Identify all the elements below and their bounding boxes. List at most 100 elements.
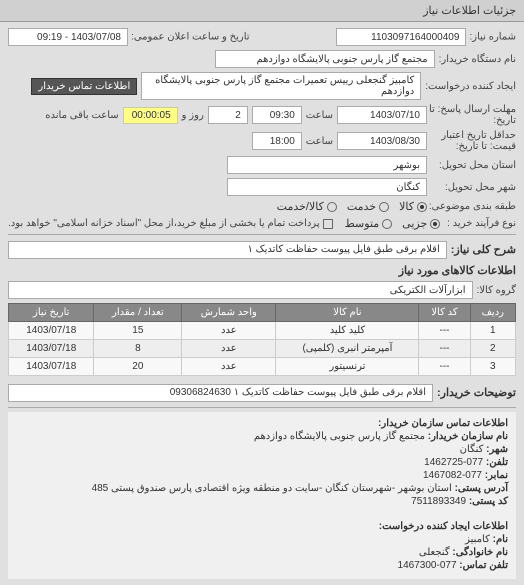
org-phone-label: تلفن:: [486, 457, 508, 468]
remain-days-label: روز و: [182, 110, 204, 121]
org-contact-block: اطلاعات تماس سازمان خریدار: نام سازمان خ…: [8, 412, 516, 515]
radio-icon: [430, 219, 440, 229]
main-section: شماره نیاز: 1103097164000409 تاریخ و ساع…: [0, 22, 524, 585]
radio-medium[interactable]: متوسط: [345, 217, 393, 230]
table-cell: 2: [470, 340, 515, 358]
table-cell: عدد: [182, 322, 276, 340]
valid-label-b: قیمت: تا تاریخ:: [431, 141, 516, 152]
goods-table: ردیف کد کالا نام کالا واحد شمارش تعداد /…: [8, 303, 516, 376]
process-label: نوع فرآیند خرید :: [444, 218, 516, 229]
table-cell: 8: [94, 340, 182, 358]
divider: [8, 234, 516, 235]
creator-label: ایجاد کننده درخواست:: [425, 81, 516, 92]
radio-goods[interactable]: کالا: [399, 200, 427, 213]
class-type-label: طبقه بندی موضوعی:: [431, 201, 516, 212]
row-buyer: نام دستگاه خریدار: مجتمع گاز پارس جنوبی …: [8, 50, 516, 68]
remain-time: 00:00:05: [123, 107, 178, 124]
creator-name-label: نام:: [493, 534, 508, 545]
buyer-note-label: توضیحات خریدار:: [437, 386, 516, 399]
row-buyer-note: توضیحات خریدار: اقلام برقی طبق فایل پیوس…: [8, 382, 516, 403]
table-cell: 1: [470, 322, 515, 340]
th-unit: واحد شمارش: [182, 304, 276, 322]
th-qty: تعداد / مقدار: [94, 304, 182, 322]
need-title-label: شرح کلی نیاز:: [451, 243, 516, 256]
table-cell: 15: [94, 322, 182, 340]
radio-icon: [327, 202, 337, 212]
th-row: ردیف: [470, 304, 515, 322]
creator-lastname-label: نام خانوادگی:: [452, 547, 508, 558]
contact-buyer-button[interactable]: اطلاعات تماس خریدار: [31, 78, 137, 95]
table-cell: عدد: [182, 340, 276, 358]
valid-time: 18:00: [252, 132, 302, 150]
org-fax: 077-1467082: [423, 470, 482, 481]
province-label: استان محل تحویل:: [431, 160, 516, 171]
radio-service-label: خدمت: [347, 200, 376, 213]
org-section-title: اطلاعات تماس سازمان خریدار:: [16, 418, 508, 429]
table-row: 3---ترنسیتورعدد201403/07/18: [9, 358, 516, 376]
divider: [8, 407, 516, 408]
org-postcode: 7511893349: [411, 496, 466, 507]
row-reqno: شماره نیاز: 1103097164000409 تاریخ و ساع…: [8, 28, 516, 46]
row-need-title: شرح کلی نیاز: اقلام برقی طبق فایل پیوست …: [8, 239, 516, 260]
table-cell: ---: [419, 358, 470, 376]
process-radio-group: جزیی متوسط: [345, 217, 441, 230]
tab-header: جزئیات اطلاعات نیاز: [0, 0, 524, 22]
reqno-label: شماره نیاز:: [469, 32, 516, 43]
table-cell: 3: [470, 358, 515, 376]
table-cell: ---: [419, 340, 470, 358]
th-date: تاریخ نیاز: [9, 304, 94, 322]
city-label: شهر محل تحویل:: [431, 182, 516, 193]
radio-icon: [382, 219, 392, 229]
table-header-row: ردیف کد کالا نام کالا واحد شمارش تعداد /…: [9, 304, 516, 322]
org-city-label: شهر:: [486, 444, 508, 455]
radio-icon: [379, 202, 389, 212]
org-name: مجتمع گاز پارس جنوبی پالایشگاه دوازدهم: [254, 431, 425, 442]
creator-contact-block: اطلاعات ایجاد کننده درخواست: نام: کامبیز…: [8, 515, 516, 579]
checkbox-icon: [323, 219, 333, 229]
deadline-time: 09:30: [252, 106, 302, 124]
valid-time-label: ساعت: [306, 136, 333, 147]
creator-name: کامبیز: [465, 534, 490, 545]
creator-lastname: گنجعلی: [419, 547, 450, 558]
table-cell: عدد: [182, 358, 276, 376]
th-name: نام کالا: [276, 304, 419, 322]
org-fax-label: نمابر:: [485, 470, 508, 481]
pubdate-value: 1403/07/08 - 09:19: [8, 28, 128, 46]
deadline-label-a: مهلت ارسال پاسخ: تا: [431, 104, 516, 115]
table-cell: 1403/07/18: [9, 322, 94, 340]
table-cell: 1403/07/18: [9, 340, 94, 358]
remain-time-label: ساعت باقی مانده: [45, 110, 118, 121]
radio-both-label: کالا/خدمت: [277, 200, 324, 213]
goods-group-value: ابزارآلات الکتریکی: [8, 281, 473, 299]
org-addr: استان بوشهر -شهرستان کنگان -سایت دو منطق…: [92, 483, 452, 494]
row-goods-group: گروه کالا: ابزارآلات الکتریکی: [8, 281, 516, 299]
row-deadline: مهلت ارسال پاسخ: تا تاریخ: 1403/07/10 سا…: [8, 104, 516, 126]
org-postcode-label: کد پستی:: [469, 496, 508, 507]
buyer-label: نام دستگاه خریدار:: [439, 54, 516, 65]
buyer-value: مجتمع گاز پارس جنوبی پالایشگاه دوازدهم: [215, 50, 435, 68]
org-name-label: نام سازمان خریدار:: [428, 431, 508, 442]
remain-days: 2: [208, 106, 248, 124]
radio-minor[interactable]: جزیی: [402, 217, 440, 230]
valid-date: 1403/08/30: [337, 132, 427, 150]
creator-section-title: اطلاعات ایجاد کننده درخواست:: [16, 521, 508, 532]
deadline-label-b: تاریخ:: [431, 115, 516, 126]
radio-both[interactable]: کالا/خدمت: [277, 200, 337, 213]
goods-section-title: اطلاعات کالاهای مورد نیاز: [8, 264, 516, 277]
row-city: شهر محل تحویل: کنگان: [8, 178, 516, 196]
table-cell: کلید کلید: [276, 322, 419, 340]
deadline-date: 1403/07/10: [337, 106, 427, 124]
creator-value: کامبیز گنجعلی رییس تعمیرات مجتمع گاز پار…: [141, 72, 421, 100]
table-cell: ---: [419, 322, 470, 340]
valid-label-a: حداقل تاریخ اعتبار: [431, 130, 516, 141]
org-city: کنگان: [460, 444, 484, 455]
creator-phone: 077-1467300: [398, 560, 457, 571]
table-row: 2---آمپرمتر انبری (کلمپی)عدد81403/07/18: [9, 340, 516, 358]
table-cell: 20: [94, 358, 182, 376]
row-province: استان محل تحویل: بوشهر: [8, 156, 516, 174]
treasury-checkbox[interactable]: پرداخت تمام یا بخشی از مبلغ خرید،از محل …: [8, 218, 333, 229]
process-note: پرداخت تمام یا بخشی از مبلغ خرید،از محل …: [8, 218, 320, 229]
pubdate-label: تاریخ و ساعت اعلان عمومی:: [131, 32, 250, 43]
radio-service[interactable]: خدمت: [347, 200, 389, 213]
row-process: نوع فرآیند خرید : جزیی متوسط پرداخت تمام…: [8, 217, 516, 230]
